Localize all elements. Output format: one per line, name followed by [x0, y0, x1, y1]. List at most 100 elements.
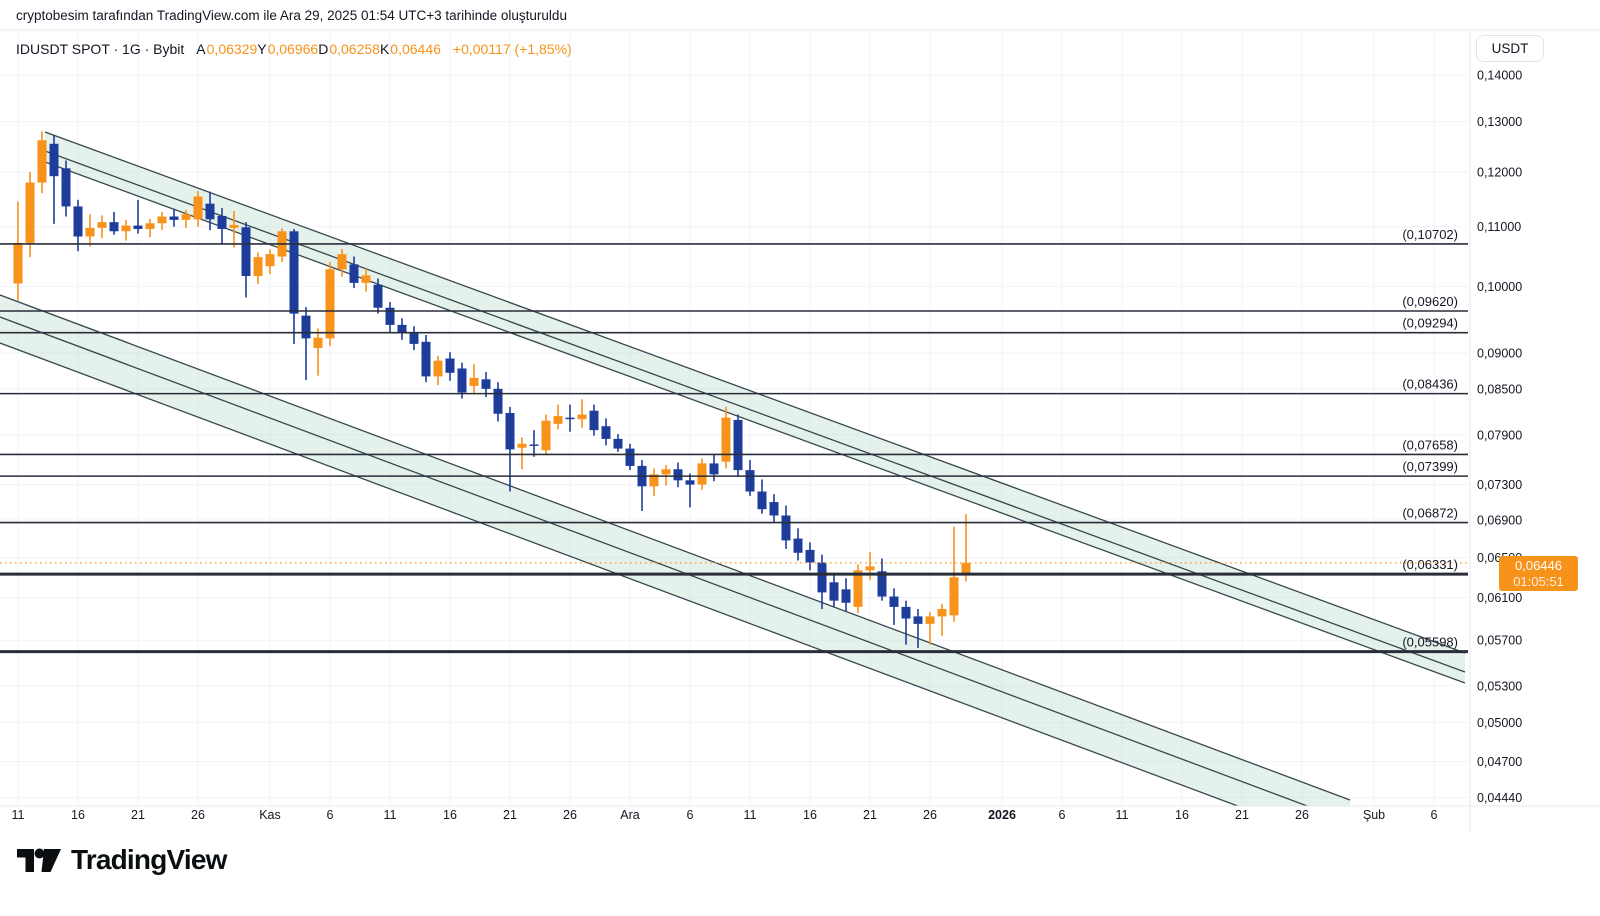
- plot-area[interactable]: [0, 30, 1468, 848]
- candle: [61, 160, 71, 217]
- time-tick-label: 16: [71, 808, 85, 822]
- time-tick-label: 21: [1235, 808, 1249, 822]
- time-tick-label: 26: [563, 808, 577, 822]
- candle: [829, 574, 839, 607]
- time-tick-label: 26: [923, 808, 937, 822]
- price-tick-label: 0,04700: [1477, 755, 1522, 769]
- level-label: (0,07399): [1402, 459, 1458, 474]
- candle: [349, 256, 359, 288]
- candle: [601, 418, 611, 446]
- candle: [85, 214, 95, 247]
- time-tick-label: 11: [12, 808, 25, 822]
- time-tick-label: 26: [1295, 808, 1309, 822]
- price-tick-label: 0,08500: [1477, 382, 1522, 396]
- candle: [73, 199, 83, 252]
- candle: [133, 199, 143, 234]
- candle: [277, 228, 287, 262]
- lower-descending-channel[interactable]: [0, 294, 1351, 848]
- tradingview-logo-text: TradingView: [71, 844, 227, 875]
- price-tick-label: 0,06100: [1477, 591, 1522, 605]
- candle: [733, 414, 743, 477]
- level-label: (0,06331): [1402, 557, 1458, 572]
- time-tick-label: 6: [327, 808, 334, 822]
- level-label: (0,10702): [1402, 227, 1458, 242]
- candle: [673, 462, 683, 488]
- time-tick-label: 26: [191, 808, 205, 822]
- symbol-title[interactable]: IDUSDT SPOT · 1G · Bybit: [16, 41, 185, 57]
- last-price-value: 0,06446: [1515, 557, 1562, 573]
- price-tick-label: 0,09000: [1477, 346, 1522, 360]
- tradingview-logo-icon: [17, 848, 61, 872]
- price-tick-label: 0,07300: [1477, 478, 1522, 492]
- candle: [877, 558, 887, 601]
- time-tick-label: 6: [1059, 808, 1066, 822]
- time-tick-label: 21: [131, 808, 145, 822]
- candle: [769, 494, 779, 523]
- candle: [421, 334, 431, 383]
- candle: [625, 443, 635, 471]
- candle: [109, 211, 119, 235]
- price-tick-label: 0,13000: [1477, 115, 1522, 129]
- price-tick-label: 0,05700: [1477, 634, 1522, 648]
- price-tick-label: 0,07900: [1477, 428, 1522, 442]
- tradingview-logo[interactable]: TradingView: [16, 843, 227, 877]
- candle: [757, 479, 767, 514]
- candle: [853, 564, 863, 614]
- candle: [541, 414, 551, 456]
- candle: [565, 404, 575, 432]
- candle: [889, 588, 899, 625]
- time-tick-label: 16: [803, 808, 817, 822]
- candle: [457, 362, 467, 399]
- time-tick-label: 11: [1116, 808, 1129, 822]
- change-value: +0,00117 (+1,85%): [452, 41, 572, 57]
- candle: [937, 603, 947, 636]
- price-tick-label: 0,12000: [1477, 165, 1522, 179]
- ohlc-values: A 0,06329 Y 0,06966 D 0,06258 K 0,06446: [196, 41, 441, 57]
- candle: [409, 326, 419, 351]
- candle: [13, 201, 23, 301]
- candle: [181, 209, 191, 228]
- candle: [25, 171, 35, 258]
- candle: [637, 460, 647, 511]
- candle: [205, 191, 215, 231]
- candle: [517, 437, 527, 470]
- price-tick-label: 0,10000: [1477, 280, 1522, 294]
- candle: [553, 404, 563, 430]
- candle: [97, 215, 107, 239]
- time-tick-label: 16: [1175, 808, 1189, 822]
- candle: [697, 458, 707, 490]
- price-axis[interactable]: 0,14000 0,13000 0,12000 0,11000 0,10000 0,090…: [1477, 69, 1522, 805]
- candle: [397, 318, 407, 340]
- candle: [613, 434, 623, 452]
- time-axis[interactable]: 11 16 21 26 Kas 6 11 16 21 26 Ara 6 11 16 21 26 2026 6 11 1…: [12, 808, 1438, 822]
- currency-toggle-button[interactable]: USDT: [1476, 35, 1544, 62]
- price-tick-label: 0,14000: [1477, 69, 1522, 83]
- candle: [145, 218, 155, 238]
- horizontal-levels[interactable]: [0, 243, 1468, 654]
- candle: [529, 430, 539, 457]
- candle: [313, 328, 323, 376]
- price-tick-label: 0,05300: [1477, 679, 1522, 693]
- candle: [121, 219, 131, 241]
- candle: [157, 211, 167, 231]
- symbol-header: IDUSDT SPOT · 1G · Bybit A 0,06329 Y 0,0696…: [16, 40, 572, 58]
- time-tick-label: 21: [503, 808, 517, 822]
- time-tick-label: Ara: [620, 808, 640, 822]
- candle: [793, 528, 803, 561]
- candle: [253, 252, 263, 285]
- candle: [493, 382, 503, 422]
- candle: [685, 473, 695, 508]
- time-tick-label: Kas: [259, 808, 281, 822]
- candle: [961, 514, 971, 582]
- candle: [217, 208, 227, 245]
- time-tick-label: 2026: [988, 808, 1016, 822]
- candle: [505, 406, 515, 492]
- candle: [337, 248, 347, 277]
- level-label: (0,05598): [1402, 635, 1458, 650]
- candle: [37, 131, 47, 194]
- candle: [265, 249, 275, 275]
- candle: [289, 228, 299, 344]
